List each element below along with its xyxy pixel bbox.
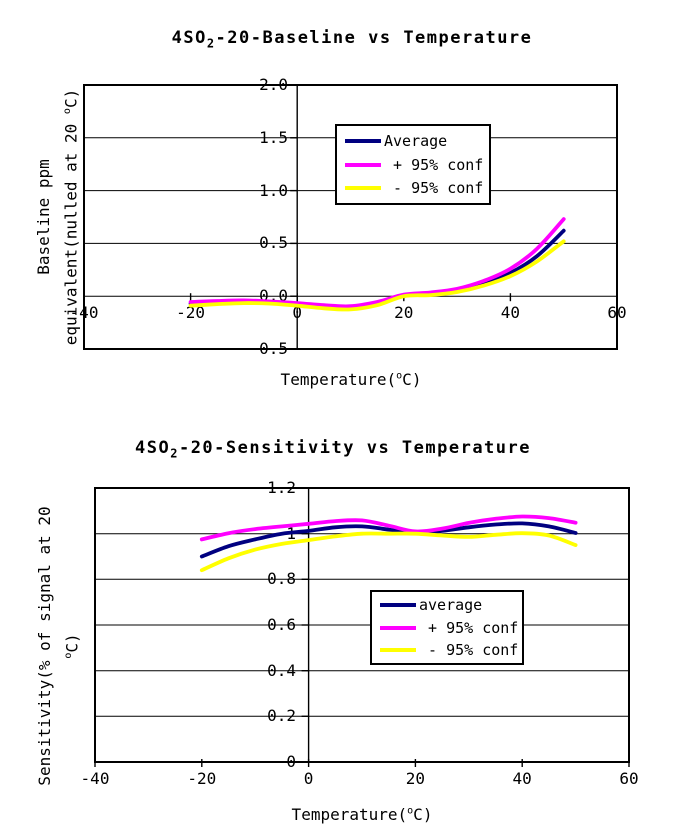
chart2-legend-row-average: average bbox=[380, 596, 522, 614]
chart2-x-axis-title-unit: C) bbox=[413, 805, 433, 824]
chart2-x-degree-sup: o bbox=[407, 805, 414, 817]
chart2-title-suffix: -20-Sensitivity vs Temperature bbox=[178, 438, 531, 458]
chart1-degree-sup: o bbox=[62, 108, 73, 115]
x-tick-label: 60 bbox=[607, 303, 627, 322]
chart2-y-axis-title: Sensitivity(% of signal at 20 oC) bbox=[33, 481, 81, 811]
chart2-legend: average + 95% conf - 95% conf bbox=[370, 590, 524, 665]
chart1-x-axis-title-text: Temperature( bbox=[280, 370, 397, 389]
y-tick-label: 2.0 bbox=[259, 75, 288, 94]
chart1-legend-row-average: Average bbox=[345, 132, 489, 150]
chart2-legend-row-plus95: + 95% conf bbox=[380, 619, 522, 637]
x-tick-label: -40 bbox=[69, 303, 99, 322]
y-tick-label: 0.2 bbox=[267, 706, 296, 726]
chart1-title: 4SO2-20-Baseline vs Temperature bbox=[172, 28, 533, 50]
x-tick-label: 0 bbox=[292, 303, 302, 322]
chart1-legend: Average + 95% conf - 95% conf bbox=[335, 124, 491, 205]
chart1-legend-row-plus95: + 95% conf bbox=[345, 156, 489, 174]
x-tick-label: -20 bbox=[187, 769, 217, 788]
chart2-title-prefix: 4SO bbox=[135, 438, 171, 458]
chart1-title-subscript: 2 bbox=[206, 36, 216, 51]
y-tick-label: 0.5 bbox=[259, 233, 288, 253]
chart1-x-degree-sup: o bbox=[396, 370, 403, 382]
y-tick-label: 1.2 bbox=[267, 478, 296, 497]
y-tick-label: -0.5 bbox=[249, 339, 288, 358]
plus95-line-swatch bbox=[380, 625, 416, 630]
chart2-y-axis-title-line2-unit: C) bbox=[62, 633, 82, 653]
chart2-legend-label-average: average bbox=[419, 596, 483, 615]
chart1-legend-row-minus95: - 95% conf bbox=[345, 179, 489, 197]
chart1-x-axis-title: Temperature(oC) bbox=[281, 370, 422, 389]
chart1-y-axis-title-line2-unit: C) bbox=[61, 88, 81, 109]
chart1-legend-label-minus95: - 95% conf bbox=[384, 179, 484, 198]
chart2-title: 4SO2-20-Sensitivity vs Temperature bbox=[135, 438, 531, 460]
chart2-x-axis-title: Temperature(oC) bbox=[292, 805, 433, 824]
minus95-line-swatch bbox=[380, 647, 416, 652]
plus95-line-swatch bbox=[345, 162, 381, 167]
x-tick-label: 20 bbox=[405, 769, 426, 788]
x-tick-label: 60 bbox=[619, 769, 639, 788]
chart2-y-axis-title-line1: Sensitivity(% of signal at 20 bbox=[35, 506, 54, 786]
chart2-title-subscript: 2 bbox=[170, 446, 179, 461]
chart2-legend-row-minus95: - 95% conf bbox=[380, 641, 522, 659]
chart2-degree-sup: o bbox=[63, 652, 74, 659]
y-tick-label: 0.6 bbox=[267, 615, 296, 634]
x-tick-label: -40 bbox=[80, 769, 110, 788]
chart1-y-axis-title-line1: Baseline ppm bbox=[34, 159, 53, 275]
plot-border bbox=[94, 487, 630, 763]
chart1-title-suffix: -20-Baseline vs Temperature bbox=[215, 28, 533, 48]
minus95-line-swatch bbox=[345, 186, 381, 191]
chart1-legend-label-plus95: + 95% conf bbox=[384, 155, 484, 174]
y-tick-label: 1.0 bbox=[259, 180, 288, 200]
chart2-legend-label-minus95: - 95% conf bbox=[419, 640, 519, 659]
chart2-legend-label-plus95: + 95% conf bbox=[419, 618, 519, 637]
x-tick-label: -20 bbox=[176, 303, 206, 322]
chart2-x-axis-title-text: Temperature( bbox=[291, 805, 408, 824]
average-line-swatch bbox=[380, 603, 416, 608]
x-tick-label: 40 bbox=[512, 769, 532, 788]
chart2-y-axis-title-line2: oC) bbox=[57, 481, 84, 811]
y-tick-label: 1.5 bbox=[259, 127, 288, 147]
chart1-title-prefix: 4SO bbox=[171, 28, 207, 48]
y-tick-label: 1 bbox=[286, 523, 296, 543]
x-tick-label: 20 bbox=[394, 303, 414, 322]
average-line-swatch bbox=[345, 138, 381, 143]
chart1-x-axis-title-unit: C) bbox=[402, 370, 422, 389]
x-tick-label: 40 bbox=[500, 303, 521, 322]
chart1-legend-label-average: Average bbox=[384, 131, 448, 150]
y-tick-label: 0.4 bbox=[267, 660, 296, 680]
y-tick-label: 0.8 bbox=[267, 569, 296, 589]
x-tick-label: 0 bbox=[303, 769, 314, 788]
